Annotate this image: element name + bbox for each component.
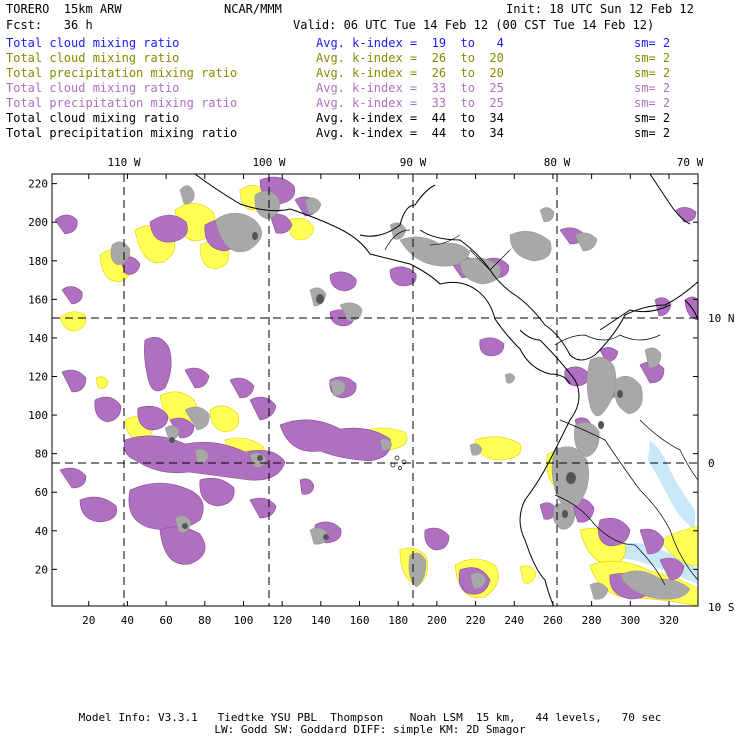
- lon-label: 90 W: [400, 156, 427, 169]
- lon-label: 110 W: [107, 156, 140, 169]
- x-tick-label: 80: [198, 614, 211, 627]
- legend-sm: sm= 2: [634, 81, 671, 95]
- legend-kindex: Avg. k-index = 26 to 20: [316, 51, 504, 65]
- lon-label: 100 W: [252, 156, 285, 169]
- legend-kindex: Avg. k-index = 26 to 20: [316, 66, 504, 80]
- dark-cores: [169, 232, 623, 540]
- legend-sm: sm= 2: [634, 96, 671, 110]
- y-tick-label: 60: [35, 486, 48, 499]
- legend-field: Total cloud mixing ratio: [6, 36, 180, 50]
- coastlines: [194, 174, 698, 606]
- x-tick-label: 20: [82, 614, 95, 627]
- legend-kindex: Avg. k-index = 44 to 34: [316, 126, 504, 140]
- x-tick-label: 220: [466, 614, 486, 627]
- x-tick-label: 60: [159, 614, 172, 627]
- galapagos-islands: [390, 455, 407, 470]
- x-tick-label: 40: [121, 614, 134, 627]
- forecast-hour: Fcst: 36 h: [6, 18, 93, 32]
- init-time: Init: 18 UTC Sun 12 Feb 12: [506, 2, 694, 16]
- model-info-line2: LW: Godd SW: Goddard DIFF: simple KM: 2D…: [214, 723, 526, 736]
- lon-label: 70 W: [677, 156, 704, 169]
- lon-label: 80 W: [544, 156, 571, 169]
- legend-field: Total cloud mixing ratio: [6, 81, 180, 95]
- y-tick-label: 40: [35, 525, 48, 538]
- y-tick-label: 140: [28, 332, 48, 345]
- legend-kindex: Avg. k-index = 33 to 25: [316, 81, 504, 95]
- x-tick-label: 120: [272, 614, 292, 627]
- x-tick-label: 280: [582, 614, 602, 627]
- legend-field: Total precipitation mixing ratio: [6, 66, 238, 80]
- legend-sm: sm= 2: [634, 66, 671, 80]
- valid-time: Valid: 06 UTC Tue 14 Feb 12 (00 CST Tue …: [293, 18, 655, 32]
- y-tick-label: 180: [28, 255, 48, 268]
- legend-field: Total precipitation mixing ratio: [6, 126, 238, 140]
- y-tick-label: 80: [35, 448, 48, 461]
- x-tick-label: 180: [388, 614, 408, 627]
- lat-label: 10 S: [708, 601, 735, 614]
- legend-kindex: Avg. k-index = 33 to 25: [316, 96, 504, 110]
- model-info-line1: Model Info: V3.3.1 Tiedtke YSU PBL Thomp…: [78, 711, 662, 724]
- x-tick-label: 160: [350, 614, 370, 627]
- legend-kindex: Avg. k-index = 19 to 4: [316, 36, 504, 50]
- legend-sm: sm= 2: [634, 51, 671, 65]
- x-tick-label: 320: [659, 614, 679, 627]
- center-title: NCAR/MMM: [224, 2, 282, 16]
- legend-kindex: Avg. k-index = 44 to 34: [316, 111, 504, 125]
- x-tick-label: 140: [311, 614, 331, 627]
- y-tick-label: 120: [28, 371, 48, 384]
- legend-field: Total cloud mixing ratio: [6, 111, 180, 125]
- model-title: TORERO 15km ARW: [6, 2, 122, 16]
- legend-field: Total cloud mixing ratio: [6, 51, 180, 65]
- borders: [384, 229, 698, 586]
- x-tick-label: 300: [620, 614, 640, 627]
- y-tick-label: 160: [28, 293, 48, 306]
- x-tick-label: 100: [234, 614, 254, 627]
- axis-tick-labels: 20 40 60 80 100 120 140 160 180 200 220 240 260 280 30…: [28, 156, 734, 627]
- legend-field: Total precipitation mixing ratio: [6, 96, 238, 110]
- lat-label: 0: [708, 457, 715, 470]
- legend-sm: sm= 2: [634, 126, 671, 140]
- legend-sm: sm= 2: [634, 36, 671, 50]
- x-tick-label: 240: [504, 614, 524, 627]
- x-tick-label: 200: [427, 614, 447, 627]
- lat-label: 10 N: [708, 312, 735, 325]
- legend-sm: sm= 2: [634, 111, 671, 125]
- x-tick-label: 260: [543, 614, 563, 627]
- map-frame: [51, 173, 699, 607]
- y-tick-label: 100: [28, 409, 48, 422]
- y-tick-label: 220: [28, 178, 48, 191]
- y-tick-label: 200: [28, 216, 48, 229]
- y-tick-label: 20: [35, 563, 48, 576]
- axis-ticks: [52, 174, 698, 606]
- lat-lon-grid: [52, 174, 698, 606]
